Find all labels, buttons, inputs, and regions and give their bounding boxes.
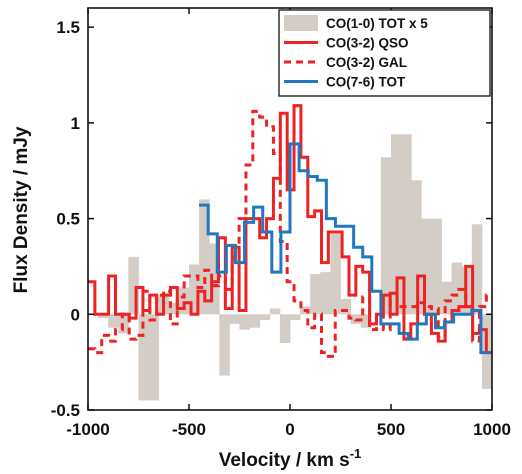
co10-bar [168, 302, 180, 315]
co10-bar [178, 287, 190, 315]
co10-bar [138, 314, 149, 401]
co76-tot-line [199, 142, 490, 355]
co10-bar [199, 199, 210, 315]
co10-bar [259, 314, 271, 321]
co10-bar [431, 218, 442, 315]
co10-bar [209, 243, 220, 315]
x-tick-label: -500 [172, 420, 206, 439]
co10-bar [401, 134, 412, 315]
co10-bar [421, 218, 432, 315]
co10-bar [189, 264, 200, 315]
x-axis-label: Velocity / km s-1 [219, 446, 362, 471]
co10-bar [340, 298, 351, 315]
co10-bar [239, 314, 250, 330]
co10-bar [360, 314, 372, 328]
co10-bar [148, 314, 160, 401]
co32-gal-line [88, 109, 492, 358]
legend-label-co-3-2-qso: CO(3-2) QSO [326, 36, 409, 51]
y-tick-label: 1.5 [56, 18, 80, 37]
co10-bar [290, 314, 301, 321]
co10-bar [128, 256, 139, 315]
legend: CO(1-0) TOT x 5 CO(3-2) QSO CO(3-2) GAL CO(… [278, 9, 491, 97]
y-axis-label: Flux Density / mJy [11, 126, 32, 293]
co10-bar [451, 262, 463, 315]
x-tick-label: 0 [285, 420, 294, 439]
co10-bar [249, 314, 261, 328]
co10-bar [98, 314, 109, 319]
co10-bar [441, 281, 452, 315]
co10-bar [279, 314, 291, 343]
co10-bar [229, 314, 240, 324]
y-tick-label: 1 [71, 114, 80, 133]
co10-bar [269, 308, 281, 315]
co10-bar [219, 314, 230, 376]
co10-bar [320, 272, 331, 315]
legend-label-co-1-0-tot-x-5: CO(1-0) TOT x 5 [326, 16, 428, 31]
co10-bar [330, 233, 341, 315]
legend-label-co-3-2-gal: CO(3-2) GAL [326, 55, 407, 70]
legend-label-co-7-6-tot: CO(7-6) TOT [326, 75, 406, 90]
axis-ticks: -1000 -500 0 500 1000 -0.5 0 0.5 1 1.5 [51, 8, 511, 439]
x-tick-label: 1000 [473, 420, 511, 439]
x-tick-label: -1000 [66, 420, 109, 439]
co10-bar [310, 274, 321, 315]
spectrum-lines [88, 104, 492, 358]
y-tick-label: -0.5 [51, 401, 80, 420]
y-tick-label: 0 [71, 305, 80, 324]
co10-bar [108, 314, 119, 328]
co10-bar [411, 180, 422, 315]
co10-bar [471, 224, 483, 315]
legend-swatch-co-1-0-tot-x-5 [284, 15, 318, 31]
y-tick-label: 0.5 [56, 210, 80, 229]
co10-bar [391, 134, 402, 315]
co10-bar [380, 157, 392, 315]
x-tick-label: 500 [377, 420, 405, 439]
